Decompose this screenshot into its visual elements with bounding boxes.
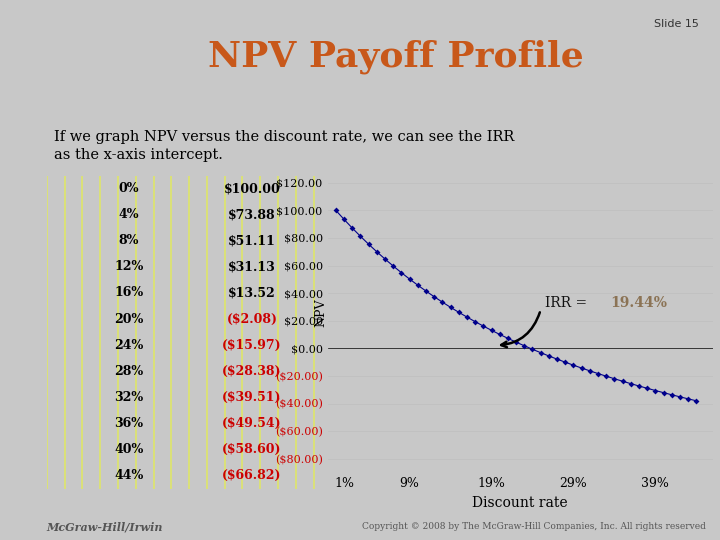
Text: $31.13: $31.13 <box>228 260 276 273</box>
Text: 0%: 0% <box>119 182 139 195</box>
Text: $13.52: $13.52 <box>228 286 276 300</box>
Text: Slide 15: Slide 15 <box>654 19 698 29</box>
Text: ($66.82): ($66.82) <box>222 469 282 482</box>
Text: ($15.97): ($15.97) <box>222 339 282 352</box>
Text: $51.11: $51.11 <box>228 234 276 247</box>
Text: ($2.08): ($2.08) <box>227 313 277 326</box>
Text: 12%: 12% <box>114 260 143 273</box>
Text: ($49.54): ($49.54) <box>222 417 282 430</box>
Text: 19.44%: 19.44% <box>611 296 667 310</box>
Text: Copyright © 2008 by The McGraw-Hill Companies, Inc. All rights reserved: Copyright © 2008 by The McGraw-Hill Comp… <box>361 522 706 531</box>
Text: McGraw-Hill/Irwin: McGraw-Hill/Irwin <box>47 521 163 532</box>
Text: ($28.38): ($28.38) <box>222 364 282 378</box>
Text: 16%: 16% <box>114 286 143 300</box>
Text: NPV: NPV <box>314 299 327 327</box>
Text: $73.88: $73.88 <box>228 208 276 221</box>
Text: 44%: 44% <box>114 469 143 482</box>
Text: 8%: 8% <box>119 234 139 247</box>
Text: 36%: 36% <box>114 417 143 430</box>
X-axis label: Discount rate: Discount rate <box>472 496 568 510</box>
Text: 24%: 24% <box>114 339 143 352</box>
Text: ($39.51): ($39.51) <box>222 391 282 404</box>
Text: 28%: 28% <box>114 364 143 378</box>
Text: If we graph NPV versus the discount rate, we can see the IRR
as the x-axis inter: If we graph NPV versus the discount rate… <box>54 130 514 162</box>
Text: 20%: 20% <box>114 313 143 326</box>
Text: ($58.60): ($58.60) <box>222 443 282 456</box>
Text: NPV Payoff Profile: NPV Payoff Profile <box>208 39 584 74</box>
Text: 40%: 40% <box>114 443 143 456</box>
Text: $100.00: $100.00 <box>224 182 280 195</box>
Text: IRR =: IRR = <box>545 296 591 310</box>
Text: 4%: 4% <box>119 208 139 221</box>
Text: 32%: 32% <box>114 391 143 404</box>
